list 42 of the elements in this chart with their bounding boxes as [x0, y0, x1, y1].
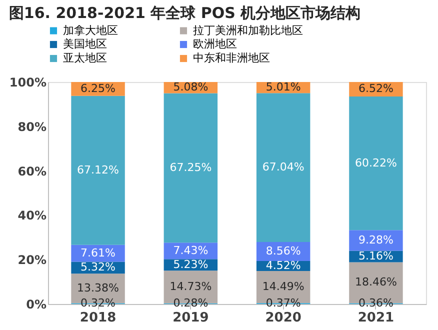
data-label: 13.38% — [77, 281, 120, 294]
data-label: 18.46% — [354, 276, 397, 289]
legend-label: 美国地区 — [63, 38, 107, 50]
data-label: 6.25% — [80, 82, 116, 95]
data-label: 67.12% — [77, 163, 120, 176]
legend-label: 加拿大地区 — [63, 24, 118, 37]
legend-label: 中东和非洲地区 — [193, 52, 270, 64]
data-label: 67.04% — [262, 160, 304, 174]
y-tick-label: 20% — [18, 253, 46, 268]
chart-title: 图16. 2018-2021 年全球 POS 机分地区市场结构 — [8, 4, 361, 22]
bar — [164, 93, 218, 243]
data-label: 14.49% — [262, 280, 304, 294]
data-label: 5.23% — [173, 258, 208, 271]
x-tick-label: 2019 — [172, 310, 209, 326]
data-label: 5.08% — [173, 80, 208, 94]
data-label: 60.22% — [354, 156, 397, 170]
legend-label: 欧洲地区 — [193, 38, 237, 50]
data-label: 14.73% — [170, 280, 212, 294]
data-label: 5.32% — [80, 260, 116, 274]
data-label: 5.16% — [358, 249, 394, 262]
legend-label: 拉丁美洲和加勒比地区 — [193, 24, 303, 37]
bar — [71, 96, 125, 245]
y-tick-label: 0% — [26, 298, 46, 312]
y-tick-label: 40% — [18, 208, 46, 223]
data-label: 4.52% — [266, 258, 301, 272]
bar — [256, 93, 310, 242]
data-label: 8.56% — [266, 244, 301, 258]
y-tick-label: 60% — [18, 164, 46, 178]
x-tick-label: 2021 — [358, 310, 394, 326]
legend-label: 亚太地区 — [63, 52, 107, 64]
y-tick-label: 80% — [18, 120, 46, 134]
data-label: 9.28% — [358, 233, 394, 246]
y-tick-label: 100% — [9, 76, 46, 90]
data-label: 7.61% — [80, 246, 116, 260]
bar — [349, 96, 403, 230]
x-tick-label: 2020 — [265, 310, 302, 326]
data-label: 5.01% — [266, 80, 301, 94]
x-tick-label: 2018 — [80, 310, 116, 326]
bar — [349, 230, 403, 251]
data-label: 67.25% — [170, 160, 212, 174]
data-label: 7.43% — [173, 244, 208, 257]
data-label: 6.52% — [358, 82, 394, 96]
